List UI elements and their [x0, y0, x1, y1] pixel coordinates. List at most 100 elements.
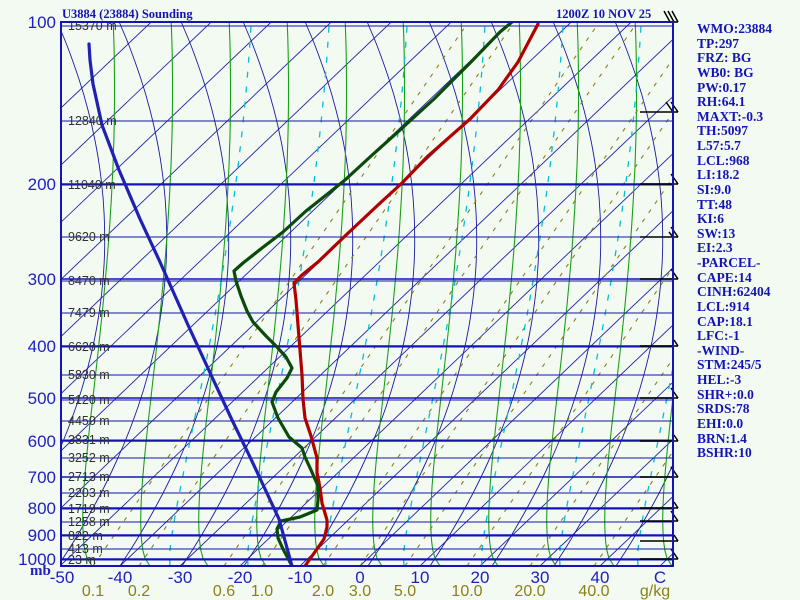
height-label: 23 m: [68, 553, 96, 567]
mixing-ratio-tick: 3.0: [349, 583, 371, 600]
height-label: 5830 m: [68, 368, 110, 382]
index-row: BRN:1.4: [697, 430, 747, 446]
index-row: KI:6: [697, 211, 724, 227]
mixing-ratio-line: [138, 22, 515, 566]
pressure-tick: 500: [28, 389, 56, 408]
index-row: LI:18.2: [697, 167, 740, 183]
index-row: CAPE:14: [697, 269, 752, 285]
mixing-ratio-tick: 40.0: [578, 583, 609, 600]
index-row: SI:9.0: [697, 181, 732, 197]
sounding-curves: [87, 22, 540, 566]
height-label: 5120 m: [68, 393, 110, 407]
dry-adiabat: [243, 22, 354, 566]
mixing-ratio-line: [466, 266, 673, 566]
index-row: WB0: BG: [697, 64, 754, 80]
mixing-ratio-lines: [92, 22, 673, 566]
temperature-tick: 10: [411, 568, 430, 587]
height-label: 3252 m: [68, 451, 110, 465]
height-label: 12840 m: [68, 114, 117, 128]
moist-adiabat: [662, 392, 673, 566]
height-label: 1719 m: [68, 502, 110, 516]
wind-barb-flag: [663, 10, 671, 23]
wind-barb-flag: [667, 10, 675, 23]
temperature-tick: 20: [471, 568, 490, 587]
index-row: CINH:62404: [697, 284, 771, 300]
pressure-tick: 300: [28, 270, 56, 289]
index-row: LCL:914: [697, 298, 750, 314]
wind-barb-full: [665, 101, 674, 113]
pressure-tick: 900: [28, 526, 56, 545]
page-title: U3884 (23884) Sounding: [62, 7, 193, 21]
index-row: -WIND-: [697, 342, 745, 358]
isotherm-lines: [61, 22, 673, 566]
index-row: -PARCEL-: [697, 255, 761, 270]
dry-adiabat: [491, 22, 602, 566]
mixing-ratio-line: [404, 176, 673, 566]
index-row: L57:5.7: [697, 138, 741, 153]
curve-temperature: [292, 22, 540, 566]
temperature-tick: -20: [228, 568, 253, 587]
mixing-ratio-line: [92, 22, 469, 566]
pressure-tick: 700: [28, 468, 56, 487]
mixing-ratio-tick: 0.1: [82, 583, 104, 600]
saturation-line: [168, 25, 252, 566]
saturation-line: [402, 25, 486, 566]
wind-barb-half: [673, 339, 679, 347]
wind-barb: [640, 339, 679, 347]
index-row: MAXT:-0.3: [697, 108, 764, 124]
isotherm-line: [299, 210, 673, 566]
mixing-ratio-tick: 0.6: [213, 583, 235, 600]
pressure-unit-label: mb: [30, 563, 51, 579]
height-label: 413 m: [68, 542, 103, 556]
wind-barb-flag: [671, 10, 679, 23]
isotherm-line: [61, 22, 332, 280]
pressure-tick-labels: 100 200 300 400 500 600 700 800 900 1000: [18, 13, 56, 569]
index-row: WMO:23884: [697, 21, 772, 36]
height-label: 822 m: [68, 529, 103, 543]
wind-barb-half: [673, 501, 679, 509]
height-label: 7479 m: [68, 306, 110, 320]
height-label: 1258 m: [68, 515, 110, 529]
moist-adiabat: [488, 22, 522, 566]
dry-adiabat: [61, 22, 168, 563]
wind-barb: [640, 534, 679, 542]
dry-adiabat: [61, 29, 106, 448]
mixing-ratio-line: [529, 357, 673, 566]
mixing-ratio-tick: 5.0: [394, 583, 416, 600]
isotherm-line: [119, 38, 673, 566]
sounding-timestamp: 1200Z 10 NOV 25: [556, 7, 652, 21]
isotherm-line: [539, 438, 673, 566]
isotherm-line: [359, 267, 673, 566]
isotherm-line: [61, 22, 212, 166]
pressure-tick: 800: [28, 499, 56, 518]
isotherm-line: [61, 22, 632, 566]
dry-adiabat: [429, 22, 540, 566]
index-row: BSHR:10: [697, 445, 752, 461]
temperature-tick: -40: [108, 568, 133, 587]
temperature-tick: -30: [168, 568, 193, 587]
mixing-ratio-tick: g/kg: [640, 583, 670, 600]
index-row: EI:2.3: [697, 240, 733, 256]
wind-barb-half: [673, 534, 679, 542]
moist-adiabat: [198, 22, 232, 566]
temperature-tick: 0: [355, 568, 364, 587]
isotherm-line: [239, 152, 673, 566]
indices-panel: WMO:23884 TP:297 FRZ: BG WB0: BG PW:0.17 RH:6…: [697, 21, 800, 461]
dry-adiabat: [367, 22, 478, 566]
height-label: 11040 m: [68, 178, 116, 192]
temperature-tick: 40: [591, 568, 610, 587]
pressure-tick: 200: [28, 175, 56, 194]
isotherm-line: [419, 324, 673, 566]
temperature-tick: C: [654, 568, 666, 587]
index-row: LFC:-1: [697, 328, 740, 344]
index-row: SHR+:0.0: [697, 386, 754, 402]
isobar-lines: [61, 22, 673, 561]
mixing-ratio-tick: 2.0: [312, 583, 334, 600]
pressure-tick: 400: [28, 337, 56, 356]
moist-adiabat: [82, 22, 116, 566]
height-label: 4450 m: [68, 414, 110, 428]
mixing-ratio-line: [322, 57, 673, 566]
index-row: EHI:0.0: [697, 415, 744, 431]
index-row: SW:13: [697, 225, 736, 241]
